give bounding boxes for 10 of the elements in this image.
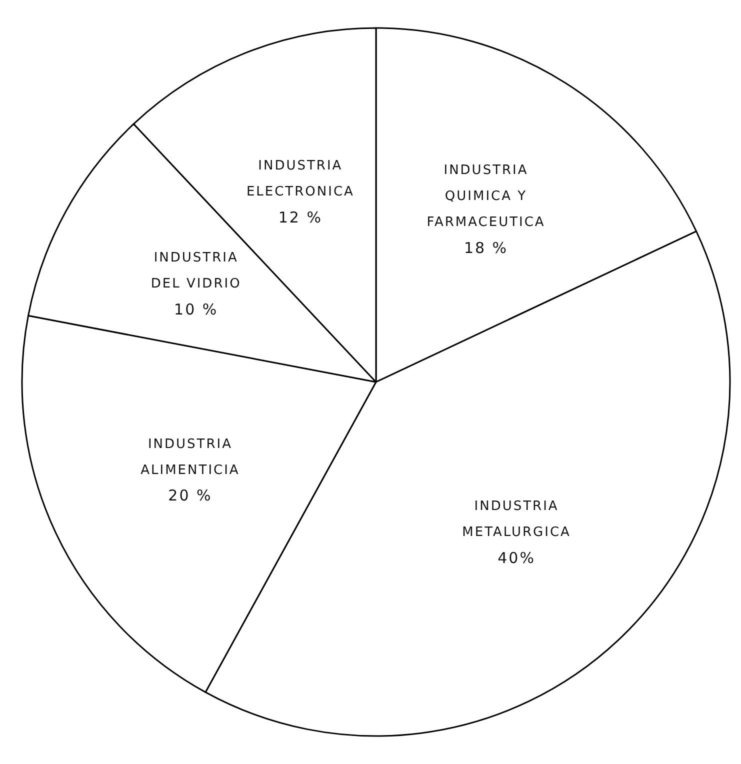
data-label: 40%	[498, 548, 536, 567]
slice-label: INDUSTRIA QUIMICA Y FARMACEUTICA	[426, 163, 546, 230]
data-label: 10 %	[174, 300, 218, 318]
slice-label: INDUSTRIA ALIMENTICIA	[140, 436, 240, 478]
data-label: 20 %	[168, 486, 212, 505]
slice-label: INDUSTRIA ELECTRONICA	[246, 158, 354, 200]
slice-label: INDUSTRIA METALURGICA	[462, 499, 571, 540]
slice-label: INDUSTRIA DEL VIDRIO	[150, 250, 242, 292]
data-label: 12 %	[278, 208, 322, 226]
data-label: 18 %	[464, 238, 508, 257]
